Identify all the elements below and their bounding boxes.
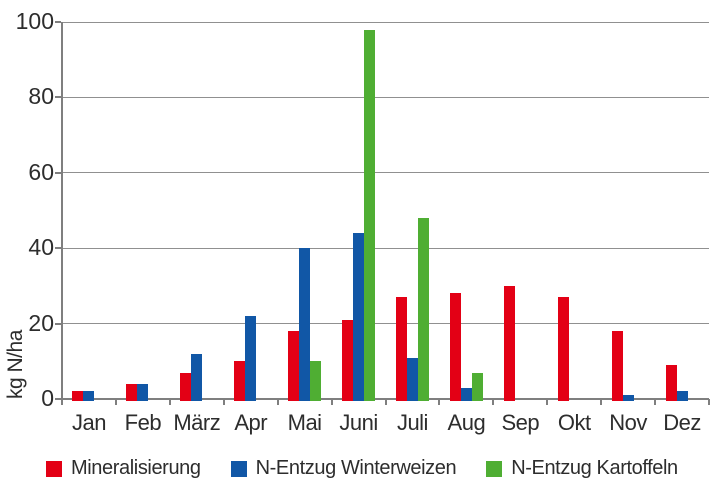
- legend-label: N-Entzug Winterweizen: [255, 457, 457, 479]
- legend-item: N-Entzug Winterweizen: [230, 457, 457, 480]
- x-tick-mark: [708, 399, 710, 405]
- x-tick-label: Apr: [234, 410, 268, 435]
- bar-winterweizen-mai: [299, 248, 311, 401]
- y-tick-mark: [55, 171, 61, 174]
- x-tick-label: Aug: [447, 410, 486, 435]
- legend-item: Mineralisierung: [46, 457, 201, 480]
- gridline-80: [62, 96, 709, 98]
- x-tick-label: Juni: [339, 410, 378, 435]
- gridline-40: [62, 247, 709, 249]
- bar-kartoffeln-juni: [364, 29, 376, 401]
- legend-swatch-icon: [230, 460, 247, 477]
- legend-label: N-Entzug Kartoffeln: [511, 457, 678, 479]
- bar-winterweizen-nov: [622, 395, 634, 401]
- x-tick-mark: [384, 399, 387, 405]
- bar-mineralisierung-aug: [449, 293, 461, 401]
- bar-kartoffeln-juli: [417, 218, 429, 401]
- bar-winterweizen-feb: [137, 383, 149, 401]
- x-tick-mark: [168, 399, 171, 405]
- y-tick-label: 100: [15, 8, 54, 34]
- legend-label: Mineralisierung: [71, 457, 201, 479]
- bar-mineralisierung-juni: [342, 319, 354, 401]
- y-tick-mark: [55, 96, 61, 99]
- x-tick-label: Juli: [396, 410, 429, 435]
- y-tick-label: 40: [28, 234, 54, 261]
- x-tick-mark: [330, 399, 333, 405]
- y-tick-mark: [55, 247, 61, 250]
- gridline-60: [62, 172, 709, 174]
- x-tick-mark: [438, 399, 441, 405]
- bar-mineralisierung-feb: [126, 383, 138, 401]
- legend-item: N-Entzug Kartoffeln: [486, 457, 678, 480]
- x-tick-label: Jan: [71, 410, 106, 435]
- y-tick-label: 20: [28, 309, 54, 336]
- bar-mineralisierung-okt: [557, 297, 569, 401]
- y-axis-line: [61, 22, 63, 401]
- x-tick-label: Mai: [287, 410, 322, 435]
- chart-legend: Mineralisierung N-Entzug Winterweizen N-En…: [46, 457, 678, 480]
- bar-mineralisierung-dez: [665, 365, 677, 401]
- x-tick-label: Okt: [557, 410, 591, 435]
- bar-winterweizen-dez: [676, 391, 688, 401]
- x-tick-mark: [654, 399, 657, 405]
- x-tick-mark: [492, 399, 495, 405]
- x-tick-label: Feb: [124, 410, 162, 435]
- y-tick-mark: [55, 398, 61, 400]
- x-tick-mark: [600, 399, 603, 405]
- x-tick-mark: [546, 399, 549, 405]
- bar-mineralisierung-sep: [503, 285, 515, 401]
- bar-mineralisierung-märz: [180, 372, 192, 401]
- x-tick-mark: [222, 399, 225, 405]
- y-tick-label: 0: [41, 385, 54, 411]
- y-tick-mark: [55, 21, 61, 23]
- x-tick-mark: [276, 399, 279, 405]
- y-tick-mark: [55, 322, 61, 325]
- x-tick-mark: [61, 399, 63, 405]
- bar-mineralisierung-juli: [395, 297, 407, 401]
- legend-swatch-icon: [486, 460, 503, 477]
- bar-winterweizen-aug: [460, 387, 472, 401]
- bar-winterweizen-juli: [406, 357, 418, 401]
- gridline-100: [62, 21, 709, 23]
- x-tick-label: Dez: [663, 410, 701, 435]
- bar-mineralisierung-nov: [611, 331, 623, 401]
- bar-kartoffeln-aug: [471, 372, 483, 401]
- bar-kartoffeln-mai: [310, 361, 322, 401]
- y-tick-label: 60: [28, 158, 54, 185]
- bar-winterweizen-märz: [191, 353, 203, 401]
- x-tick-label: März: [173, 410, 221, 435]
- bar-mineralisierung-apr: [234, 361, 246, 401]
- x-tick-mark: [114, 399, 117, 405]
- y-tick-label: 80: [28, 83, 54, 110]
- bar-mineralisierung-jan: [72, 391, 84, 401]
- bar-mineralisierung-mai: [288, 331, 300, 401]
- bar-winterweizen-jan: [83, 391, 95, 401]
- gridline-20: [62, 323, 709, 325]
- legend-swatch-icon: [46, 460, 62, 477]
- x-tick-label: Sep: [501, 410, 540, 435]
- y-axis-title: kg N/ha: [4, 330, 27, 399]
- bar-winterweizen-juni: [353, 233, 365, 401]
- x-tick-label: Nov: [609, 410, 647, 435]
- bar-winterweizen-apr: [245, 316, 257, 401]
